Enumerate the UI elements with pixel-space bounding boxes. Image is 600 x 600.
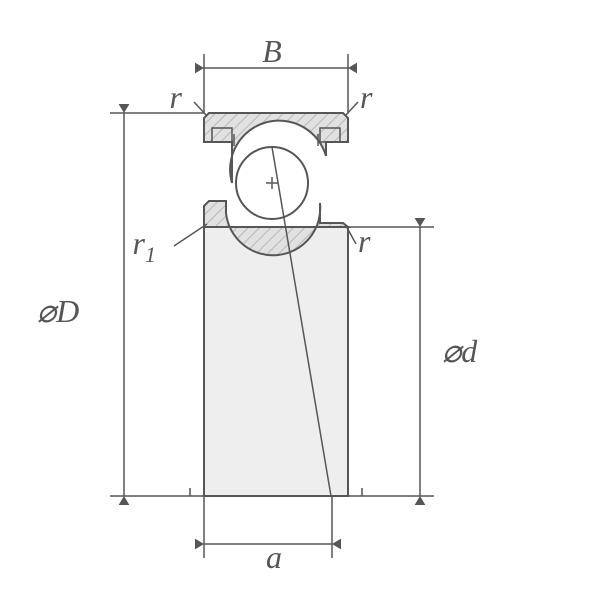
label-offset_a: a: [266, 539, 282, 575]
label-width: B: [262, 33, 282, 69]
label-chamfer_bl: r1: [133, 225, 156, 267]
label-chamfer_tr: r: [360, 79, 373, 115]
label-bore_diameter: ⌀d: [442, 333, 478, 369]
label-outer_diameter: ⌀D: [37, 293, 79, 329]
label-chamfer_tl: r: [170, 79, 183, 115]
label-chamfer_br: r: [358, 223, 371, 259]
